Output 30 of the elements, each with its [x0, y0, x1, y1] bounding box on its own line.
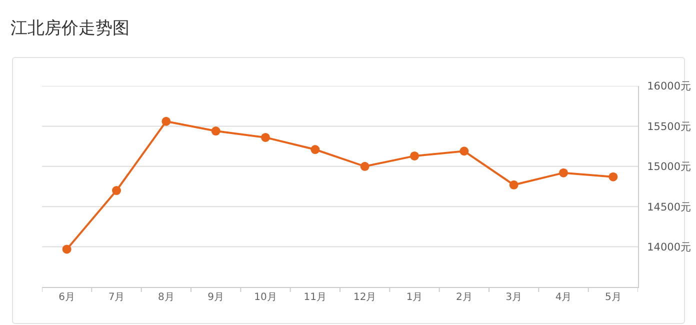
x-tick-label: 5月: [604, 292, 622, 303]
point: [410, 151, 419, 160]
point: [162, 116, 171, 126]
x-tick-label: 2月: [456, 292, 472, 303]
x-tick-label: 6月: [58, 292, 76, 303]
point: [62, 244, 72, 254]
x-tick-label: 3月: [506, 292, 522, 303]
point: [360, 162, 370, 171]
x-tick-label: 8月: [158, 292, 174, 303]
y-tick-label: 15500元: [647, 120, 692, 133]
point: [509, 180, 518, 190]
point: [460, 146, 469, 156]
point: [310, 145, 320, 154]
point: [112, 186, 121, 196]
point: [559, 168, 568, 178]
y-tick-label: 14500元: [647, 201, 692, 214]
point: [608, 172, 618, 182]
x-tick-label: 4月: [555, 292, 572, 303]
y-tick-label: 16000元: [647, 80, 692, 93]
x-tick-label: 12月: [353, 292, 376, 303]
chart-title: 江北房价走势图: [10, 18, 130, 39]
point: [211, 126, 220, 136]
y-tick-label: 14000元: [647, 241, 692, 254]
x-tick-label: 1月: [406, 292, 423, 303]
x-tick-label: 9月: [208, 292, 224, 303]
x-tick-label: 7月: [108, 292, 125, 303]
x-tick-label: 11月: [304, 292, 327, 303]
x-tick-label: 10月: [254, 292, 277, 303]
y-tick-label: 15000元: [647, 161, 692, 174]
point: [261, 132, 270, 142]
